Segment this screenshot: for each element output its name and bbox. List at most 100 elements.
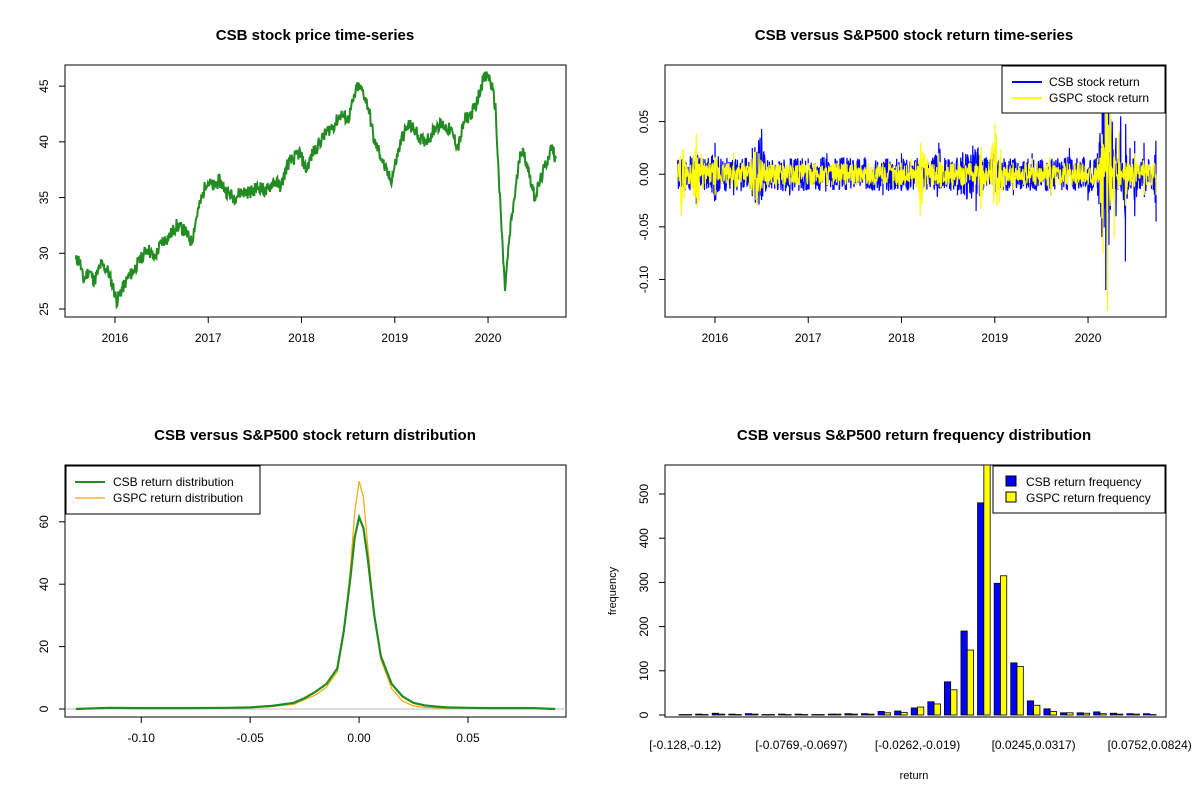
density-y-tick-label: 0: [37, 705, 51, 712]
price-series-line: [74, 71, 557, 310]
returns-x-tick-label: 2017: [795, 331, 822, 345]
csb-frequency-bar: [894, 710, 902, 716]
price-chart-title: CSB stock price time-series: [216, 27, 414, 44]
gspc-frequency-bar: [767, 714, 775, 716]
price-y-tick-label: 25: [37, 302, 51, 316]
histogram-y-tick-label: 500: [637, 484, 651, 504]
density-x-tick-label: 0.00: [347, 731, 371, 745]
returns-chart-title: CSB versus S&P500 stock return time-seri…: [755, 27, 1073, 44]
returns-x-tick-label: 2018: [888, 331, 915, 345]
csb-frequency-bar: [811, 714, 819, 716]
price-x-tick-label: 2020: [475, 331, 502, 345]
gspc-frequency-bar: [1016, 665, 1024, 716]
histogram-legend-label-gspc: GSPC return frequency: [1026, 491, 1151, 505]
gspc-frequency-bar: [917, 706, 925, 716]
histogram-y-tick-label: 100: [637, 660, 651, 680]
returns-x-tick-label: 2020: [1075, 331, 1102, 345]
density-legend: CSB return distribution GSPC return dist…: [65, 465, 261, 515]
returns-legend-box: [1001, 65, 1166, 114]
csb-frequency-bar: [1026, 700, 1035, 716]
density-legend-label-gspc: GSPC return distribution: [113, 491, 243, 505]
price-y-tick-label: 40: [37, 135, 51, 149]
csb-frequency-bar: [1093, 711, 1101, 716]
density-x-tick-label: -0.10: [128, 731, 156, 745]
gspc-frequency-bar: [1082, 712, 1091, 716]
gspc-frequency-bar: [1066, 712, 1074, 716]
csb-frequency-bar: [943, 681, 952, 716]
returns-legend: CSB stock return GSPC stock return: [1001, 65, 1166, 114]
histogram-y-axis: 0 100 200 300 400 500: [637, 484, 666, 718]
price-x-tick-label: 2017: [195, 331, 222, 345]
histogram-legend-box: [992, 465, 1166, 514]
csb-frequency-bar: [1060, 712, 1068, 716]
csb-frequency-bar: [744, 713, 753, 716]
csb-frequency-bar: [827, 713, 835, 716]
histogram-y-tick-label: 200: [637, 616, 651, 636]
gspc-frequency-bar: [784, 714, 792, 716]
csb-density-line: [75, 513, 556, 711]
histogram-x-tick-label: [0.0752,0.0824): [1108, 738, 1192, 752]
price-y-tick-label: 30: [37, 246, 51, 260]
price-x-tick-label: 2016: [102, 331, 129, 345]
gspc-return-line: [677, 79, 1157, 312]
csb-frequency-bar: [877, 711, 885, 716]
histogram-y-tick-label: 0: [637, 711, 651, 718]
csb-frequency-bar: [728, 713, 736, 716]
gspc-frequency-bar: [1000, 575, 1008, 716]
csb-frequency-bar: [960, 630, 968, 716]
density-x-tick-label: -0.05: [236, 731, 264, 745]
density-y-axis: 0 20 40 60: [37, 515, 66, 712]
price-x-axis: 2016 2017 2018 2019 2020: [102, 316, 502, 345]
histogram-legend-swatch-gspc: [1005, 491, 1017, 503]
histogram-x-tick-label: [-0.0262,-0.019): [875, 738, 960, 752]
csb-frequency-bar: [761, 714, 769, 716]
csb-frequency-bar: [678, 714, 686, 716]
gspc-frequency-bar: [1033, 704, 1041, 716]
histogram-bars: [678, 464, 1157, 716]
returns-legend-label-csb: CSB stock return: [1049, 75, 1140, 89]
csb-frequency-bar: [695, 713, 703, 716]
gspc-frequency-bar: [1149, 714, 1157, 716]
histogram-x-tick-label: [-0.0769,-0.0697): [755, 738, 847, 752]
density-legend-box: [65, 465, 261, 515]
returns-legend-label-gspc: GSPC stock return: [1049, 91, 1149, 105]
histogram-legend-swatch-csb: [1005, 475, 1017, 487]
histogram-y-label: frequency: [607, 566, 619, 615]
gspc-frequency-bar: [684, 714, 693, 716]
csb-frequency-bar: [1043, 708, 1051, 716]
csb-frequency-bar: [778, 713, 786, 716]
returns-chart: CSB versus S&P500 stock return time-seri…: [637, 27, 1167, 345]
histogram-x-tick-label: [0.0245,0.0317): [992, 738, 1076, 752]
returns-x-tick-label: 2016: [702, 331, 729, 345]
csb-frequency-bar: [844, 713, 852, 716]
gspc-frequency-bar: [801, 714, 809, 716]
csb-frequency-bar: [1109, 712, 1117, 716]
price-y-tick-label: 35: [37, 191, 51, 205]
histogram-x-axis: [-0.128,-0.12) [-0.0769,-0.0697) [-0.0262,…: [649, 738, 1191, 752]
density-legend-label-csb: CSB return distribution: [113, 475, 234, 489]
histogram-chart-title: CSB versus S&P500 return frequency distr…: [737, 427, 1091, 444]
density-y-tick-label: 60: [37, 515, 51, 529]
gspc-frequency-bar: [734, 714, 742, 716]
gspc-frequency-bar: [950, 689, 958, 716]
returns-x-axis: 2016 2017 2018 2019 2020: [702, 316, 1102, 345]
density-x-axis: -0.10 -0.05 0.00 0.05: [128, 716, 480, 745]
csb-frequency-bar: [977, 502, 985, 716]
histogram-legend-label-csb: CSB return frequency: [1026, 475, 1141, 489]
returns-y-axis: -0.10 -0.05 0.00 0.05: [637, 110, 666, 293]
csb-frequency-bar: [993, 582, 1001, 716]
gspc-frequency-bar: [867, 713, 875, 716]
gspc-frequency-bar: [751, 713, 759, 716]
gspc-frequency-bar: [834, 713, 842, 716]
histogram-chart: CSB versus S&P500 return frequency distr…: [607, 427, 1192, 782]
histogram-x-tick-label: [-0.128,-0.12): [649, 738, 721, 752]
csb-frequency-bar: [1010, 662, 1018, 716]
returns-x-tick-label: 2019: [981, 331, 1008, 345]
price-y-tick-label: 45: [37, 79, 51, 93]
density-y-tick-label: 40: [37, 577, 51, 591]
csb-frequency-bar: [1143, 713, 1151, 716]
csb-frequency-bar: [910, 707, 918, 716]
gspc-density-line: [75, 481, 556, 710]
csb-frequency-bar: [711, 712, 719, 716]
